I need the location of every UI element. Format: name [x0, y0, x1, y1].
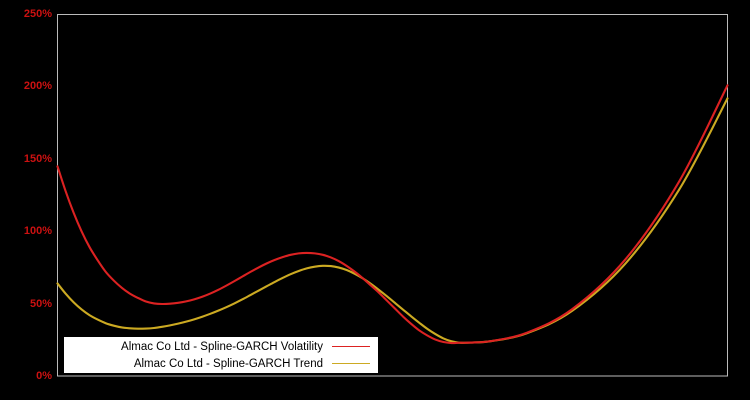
ytick-label-0: 0%	[36, 370, 52, 382]
ytick-label-150: 150%	[23, 153, 52, 165]
ytick-label-200: 200%	[23, 80, 52, 92]
chart-legend: Almac Co Ltd - Spline-GARCH Volatility A…	[64, 337, 378, 373]
legend-swatch-trend	[332, 363, 370, 364]
legend-entry-volatility: Almac Co Ltd - Spline-GARCH Volatility	[64, 338, 378, 355]
legend-swatch-volatility	[332, 346, 370, 347]
plot-frame	[57, 14, 728, 377]
ytick-label-50: 50%	[29, 298, 52, 310]
legend-entry-trend: Almac Co Ltd - Spline-GARCH Trend	[64, 355, 378, 372]
legend-label-volatility: Almac Co Ltd - Spline-GARCH Volatility	[121, 340, 323, 353]
legend-label-trend: Almac Co Ltd - Spline-GARCH Trend	[133, 357, 323, 370]
series-line-trend	[56, 97, 729, 344]
series-line-volatility	[56, 84, 729, 345]
ytick-label-100: 100%	[23, 225, 52, 237]
ytick-label-250: 250%	[23, 8, 52, 20]
